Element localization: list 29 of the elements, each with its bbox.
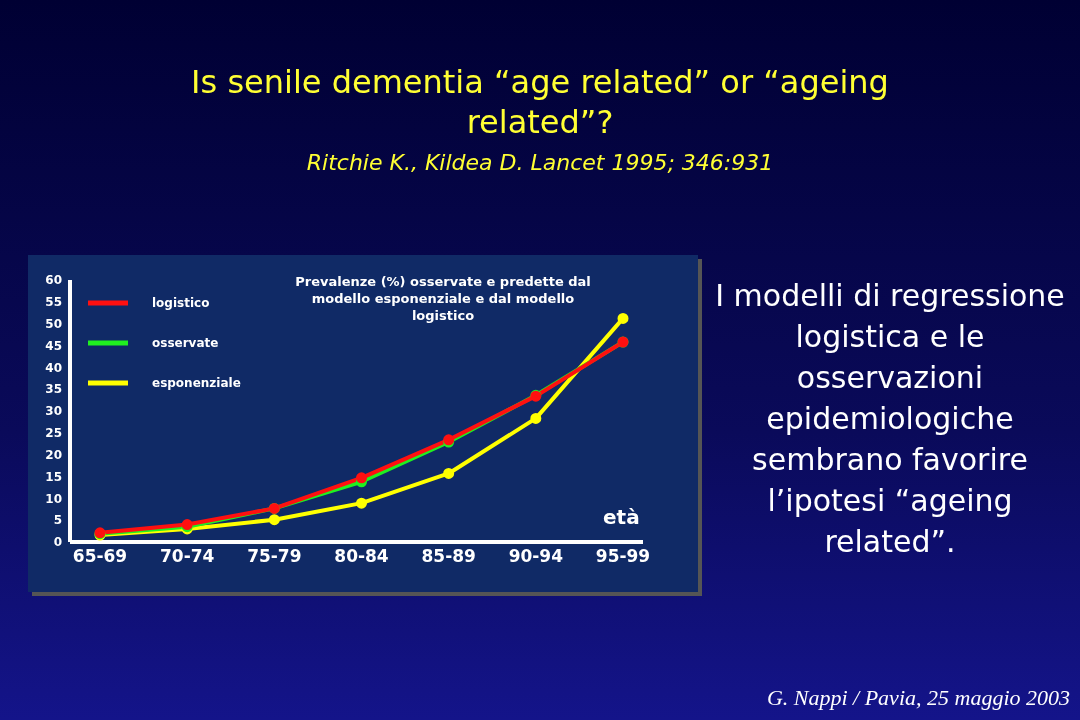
y-tick-label: 35 [45, 382, 62, 397]
x-axis-title: età [603, 505, 640, 529]
y-tick-label: 40 [45, 360, 62, 375]
y-tick-label: 5 [53, 513, 62, 528]
y-tick-label: 20 [45, 447, 62, 462]
y-tick-label: 30 [45, 404, 62, 419]
y-tick-label: 0 [53, 535, 62, 550]
y-tick-label: 50 [45, 316, 62, 331]
x-tick-label: 85-89 [421, 546, 476, 567]
x-tick-label: 65-69 [72, 546, 128, 567]
chart-subtitle: Ritchie K., Kildea D. Lancet 1995; 346:931 [305, 150, 775, 175]
y-tick-label: 45 [45, 338, 62, 353]
text: G. Nappi / Pavia, 25 maggio 2003 [766, 685, 1070, 711]
x-tick-label: 95-99 [595, 546, 651, 567]
y-tick-label: 15 [45, 469, 62, 484]
legend-label: esponenziale [152, 375, 241, 390]
y-tick-label: 60 [45, 273, 62, 288]
text: I modelli di regressione logistica e le osservazioni epidemiologiche sembrano favorire l’ipotesi “ageing related”. [714, 277, 1066, 561]
annotation: Prevalenze (%) osservate e predette dal modello esponenziale e dal modello logistico [294, 273, 592, 324]
y-tick-label: 55 [45, 295, 62, 310]
y-tick-label: 25 [45, 426, 62, 441]
x-tick-label: 90-94 [508, 546, 564, 567]
legend-label: logistico [152, 295, 210, 310]
x-tick-label: 75-79 [247, 546, 302, 567]
x-tick-label: 80-84 [334, 546, 389, 567]
y-tick-label: 10 [45, 491, 62, 506]
chart-title: Is senile dementia “age related” or “ageing related”? [190, 62, 890, 142]
x-tick-label: 70-74 [159, 546, 215, 567]
legend-label: osservate [152, 335, 219, 350]
